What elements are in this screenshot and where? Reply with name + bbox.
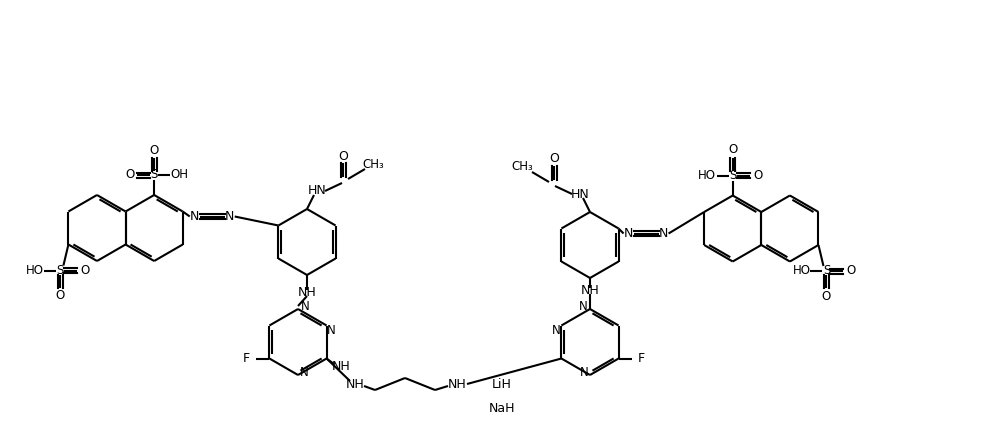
Text: N: N	[552, 324, 561, 337]
Text: NH: NH	[297, 287, 317, 300]
Text: S: S	[823, 265, 830, 278]
Text: O: O	[847, 265, 856, 278]
Text: HO: HO	[25, 264, 43, 277]
Text: NaH: NaH	[488, 401, 516, 414]
Text: S: S	[729, 169, 737, 182]
Text: N: N	[190, 210, 199, 223]
Text: NH: NH	[581, 284, 599, 297]
Text: NH: NH	[333, 360, 351, 373]
Text: F: F	[243, 352, 250, 365]
Text: N: N	[225, 210, 234, 223]
Text: O: O	[753, 169, 763, 182]
Text: N: N	[300, 300, 310, 313]
Text: O: O	[80, 264, 90, 277]
Text: HO: HO	[697, 169, 716, 182]
Text: LiH: LiH	[492, 378, 512, 391]
Text: O: O	[150, 145, 159, 158]
Text: CH₃: CH₃	[362, 158, 384, 171]
Text: N: N	[579, 300, 587, 313]
Text: O: O	[338, 149, 348, 162]
Text: HO: HO	[793, 265, 810, 278]
Text: S: S	[151, 168, 158, 181]
Text: O: O	[549, 152, 559, 165]
Text: HN: HN	[308, 184, 327, 197]
Text: N: N	[624, 227, 633, 240]
Text: O: O	[56, 289, 65, 302]
Text: OH: OH	[170, 168, 188, 181]
Text: N: N	[328, 324, 336, 337]
Text: N: N	[659, 227, 668, 240]
Text: O: O	[822, 290, 831, 303]
Text: O: O	[126, 168, 135, 181]
Text: F: F	[638, 352, 645, 365]
Text: S: S	[56, 264, 64, 277]
Text: CH₃: CH₃	[512, 159, 533, 172]
Text: N: N	[299, 365, 309, 378]
Text: N: N	[580, 365, 588, 378]
Text: HN: HN	[571, 187, 589, 200]
Text: NH: NH	[346, 378, 365, 391]
Text: NH: NH	[447, 378, 466, 391]
Text: O: O	[728, 143, 738, 156]
